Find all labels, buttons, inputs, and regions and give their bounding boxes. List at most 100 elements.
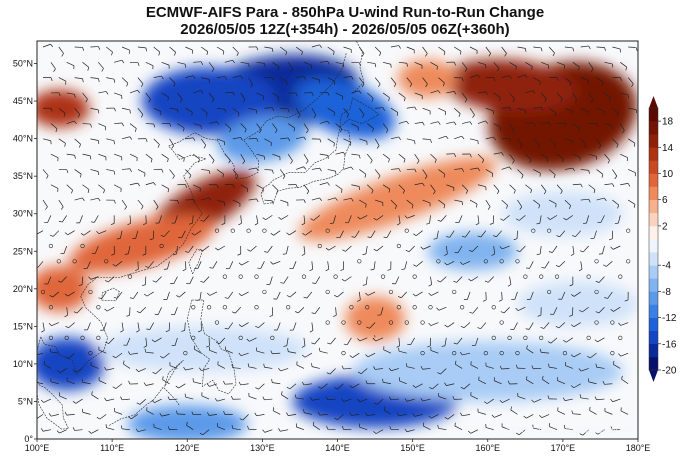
wind-barb: [517, 199, 523, 210]
wind-barb: [58, 215, 68, 223]
wind-barb: [349, 352, 360, 358]
wind-barb: [533, 46, 543, 52]
wind-barb: [169, 138, 175, 149]
wind-barb: [66, 377, 75, 385]
wind-barb: [547, 289, 552, 295]
wind-barb: [272, 184, 279, 194]
wind-barb: [482, 291, 487, 302]
wind-barb: [264, 46, 274, 52]
wind-barb: [123, 337, 131, 346]
wind-barb: [256, 61, 266, 67]
wind-barb: [596, 46, 606, 51]
wind-barb: [82, 184, 90, 193]
wind-barb: [515, 429, 526, 436]
wind-barb: [106, 199, 116, 204]
wind-barb: [412, 291, 423, 297]
colorbar-tick-label: -16: [662, 339, 677, 350]
wind-barb: [37, 352, 44, 356]
wind-barb: [470, 361, 479, 369]
wind-barb: [547, 215, 558, 220]
wind-barb: [578, 368, 589, 372]
wind-barb: [206, 383, 218, 387]
wind-barb: [88, 276, 99, 280]
wind-barb: [500, 215, 510, 221]
chart-subtitle: 2026/05/05 12Z(+354h) - 2026/05/05 06Z(+…: [180, 21, 510, 38]
wind-barb: [311, 108, 317, 119]
coastline-5: [188, 248, 203, 274]
wind-barb: [254, 215, 259, 226]
wind-barb: [153, 168, 164, 173]
wind-barb: [374, 46, 382, 56]
wind-barb: [114, 59, 125, 64]
wind-barb: [422, 107, 431, 115]
wind-barb: [468, 245, 479, 252]
wind-barb: [327, 107, 335, 116]
wind-barb: [98, 123, 107, 131]
wind-barb: [499, 245, 510, 250]
wind-barb: [311, 337, 321, 345]
wind-barb: [163, 291, 170, 300]
wind-barb: [367, 61, 377, 68]
wind-barb: [580, 77, 589, 84]
wind-barb: [90, 197, 101, 202]
wind-barb: [446, 91, 457, 95]
wind-barb: [499, 398, 510, 403]
wind-barb: [485, 107, 494, 115]
wind-barb: [604, 123, 613, 130]
wind-barb: [398, 347, 407, 354]
wind-barb: [286, 230, 297, 236]
wind-barb: [146, 322, 155, 330]
wind-barb: [493, 62, 500, 72]
wind-barb: [48, 322, 59, 327]
wind-barb: [286, 383, 297, 390]
wind-barb: [366, 184, 374, 194]
wind-barb: [129, 153, 138, 162]
wind-barb: [248, 392, 257, 400]
wind-barb: [564, 167, 575, 172]
wind-barb: [143, 337, 148, 348]
wind-barb: [420, 245, 431, 250]
wind-barb: [336, 230, 344, 239]
wind-barb: [597, 215, 605, 223]
wind-barb: [215, 245, 226, 251]
wind-barb: [446, 184, 455, 192]
wind-barb: [382, 378, 392, 385]
wind-barb: [289, 322, 297, 331]
wind-barb: [485, 77, 496, 81]
wind-barb: [594, 259, 599, 264]
wind-barb: [437, 276, 447, 283]
wind-barb: [74, 197, 85, 201]
wind-barb: [382, 61, 392, 68]
wind-barb: [90, 138, 100, 144]
wind-barb: [446, 61, 456, 66]
wind-barb: [477, 120, 489, 124]
wind-barb: [396, 412, 407, 417]
colorbar-segment: [649, 199, 658, 214]
wind-barb: [349, 383, 360, 389]
wind-barb: [390, 199, 397, 210]
wind-barb: [37, 414, 44, 420]
coastline-2: [260, 128, 351, 205]
wind-barb: [193, 153, 200, 163]
wind-barb: [114, 92, 123, 100]
wind-barb: [485, 199, 491, 210]
wind-barb: [301, 337, 306, 348]
wind-barb: [613, 360, 621, 369]
wind-barb: [145, 261, 154, 268]
wind-barb: [58, 107, 66, 117]
wind-barb: [477, 184, 487, 191]
wind-barb: [539, 348, 550, 354]
wind-barb: [367, 123, 374, 132]
wind-barb: [311, 197, 322, 201]
wind-barb: [326, 368, 336, 375]
map-panel: [36, 40, 639, 440]
wind-barb: [556, 92, 563, 103]
wind-barb: [365, 305, 370, 310]
wind-barb: [536, 215, 542, 225]
wind-barb: [270, 350, 281, 355]
wind-barb: [547, 337, 558, 344]
wind-barb: [88, 429, 99, 434]
wind-barb: [224, 322, 234, 330]
anomaly-region-13: [37, 337, 105, 391]
wind-barb: [288, 184, 298, 189]
